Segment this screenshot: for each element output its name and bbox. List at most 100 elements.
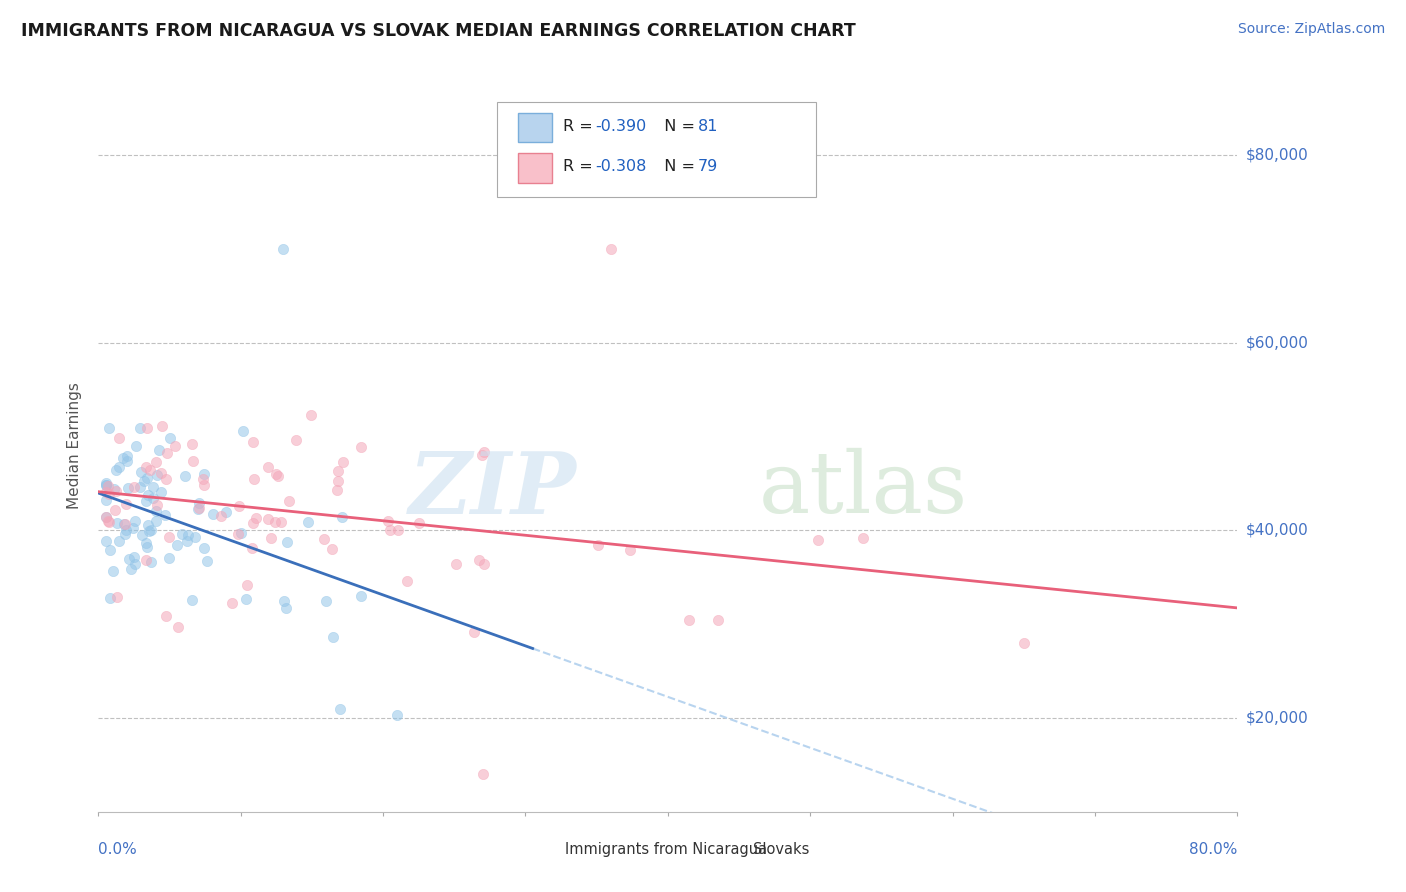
Point [678, 613, 700, 627]
Point [180, 437, 202, 451]
Point [350, 440, 373, 454]
Point [221, 596, 243, 610]
Point [240, 541, 263, 555]
Point [94, 478, 117, 492]
Point [350, 590, 373, 604]
Point [188, 496, 211, 510]
Point [135, 460, 157, 475]
Point [104, 502, 127, 516]
Point [245, 511, 267, 525]
Point [297, 515, 319, 529]
Text: R =: R = [562, 119, 598, 134]
Point [148, 443, 170, 458]
Point [135, 553, 157, 567]
Point [444, 557, 467, 571]
Point [235, 592, 257, 607]
Point [105, 591, 128, 605]
Point [138, 524, 160, 538]
Point [150, 418, 173, 433]
Point [132, 474, 155, 488]
Point [166, 620, 188, 634]
Point [98, 591, 121, 605]
Point [228, 499, 250, 513]
Point [129, 420, 152, 434]
Bar [517, 153, 551, 183]
Point [101, 564, 124, 578]
Point [157, 550, 180, 565]
Text: Immigrants from Nicaragua: Immigrants from Nicaragua [565, 841, 768, 856]
Point [155, 608, 177, 623]
Point [312, 532, 335, 546]
Point [105, 484, 128, 499]
Point [136, 488, 159, 502]
Point [108, 431, 131, 445]
Point [315, 594, 337, 608]
Point [166, 538, 188, 552]
Point [146, 498, 169, 512]
Point [124, 514, 146, 528]
Point [135, 536, 157, 550]
Point [94, 477, 117, 491]
Point [135, 471, 157, 485]
Text: atlas: atlas [759, 449, 969, 532]
FancyBboxPatch shape [498, 103, 815, 197]
Point [463, 625, 485, 640]
Point [707, 613, 730, 627]
Point [257, 459, 280, 474]
Point [474, 557, 496, 571]
Point [149, 484, 172, 499]
Point [117, 454, 139, 468]
Point [273, 594, 295, 608]
Point [135, 421, 157, 435]
Point [94, 484, 117, 499]
Text: 81: 81 [697, 119, 718, 134]
Text: Source: ZipAtlas.com: Source: ZipAtlas.com [1237, 22, 1385, 37]
Point [98, 543, 121, 558]
Point [273, 242, 295, 256]
Point [260, 531, 283, 545]
Point [332, 455, 354, 469]
Point [852, 532, 875, 546]
Point [120, 561, 142, 575]
Point [122, 480, 145, 494]
Point [181, 454, 204, 468]
Point [141, 555, 163, 569]
Point [191, 472, 214, 486]
Point [142, 480, 165, 494]
Point [330, 509, 353, 524]
Point [108, 459, 131, 474]
Point [321, 542, 343, 557]
Text: $40,000: $40,000 [1246, 523, 1309, 538]
Point [94, 493, 117, 508]
Point [270, 515, 292, 529]
Point [150, 467, 173, 481]
Point [98, 515, 121, 529]
Point [112, 516, 135, 531]
Point [98, 421, 121, 435]
Point [326, 464, 349, 478]
Point [187, 501, 209, 516]
Point [142, 491, 165, 505]
Point [117, 449, 139, 463]
Point [1012, 636, 1035, 650]
Point [468, 552, 491, 566]
Point [97, 479, 120, 493]
Point [232, 424, 254, 438]
Point [103, 483, 125, 497]
Point [193, 467, 215, 481]
Text: R =: R = [562, 159, 598, 174]
Point [329, 701, 352, 715]
Text: N =: N = [654, 159, 700, 174]
Point [111, 450, 134, 465]
Point [278, 493, 301, 508]
Text: $20,000: $20,000 [1246, 710, 1309, 725]
Point [380, 523, 402, 537]
Point [325, 483, 347, 497]
Text: 80.0%: 80.0% [1189, 842, 1237, 857]
Point [263, 515, 285, 529]
Point [97, 487, 120, 501]
Point [125, 439, 148, 453]
Point [229, 525, 252, 540]
Text: Slovaks: Slovaks [754, 841, 810, 856]
Point [299, 409, 322, 423]
